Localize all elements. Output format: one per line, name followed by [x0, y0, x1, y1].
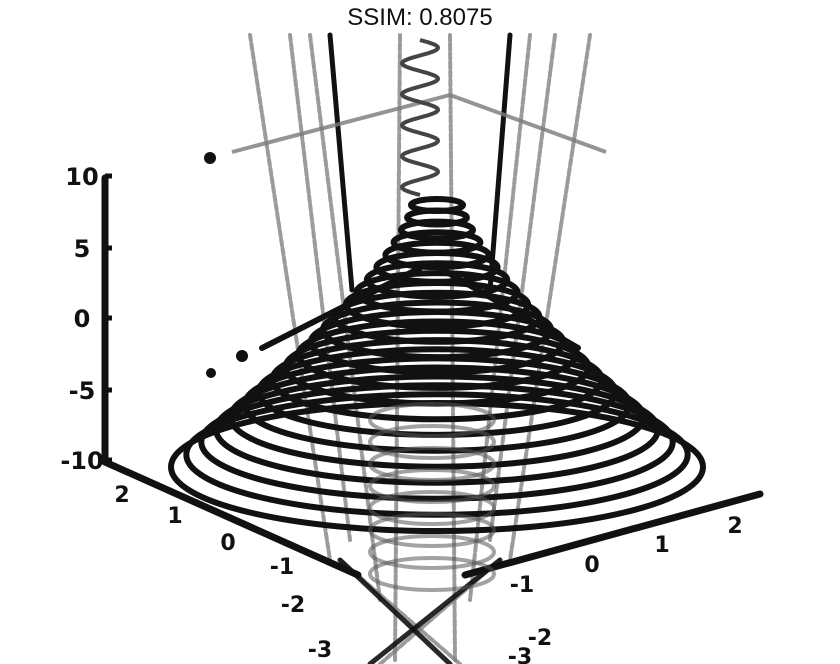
- inner-coil-turn: [368, 468, 496, 504]
- ghost-line: [488, 33, 557, 542]
- z-tick-label: -10: [60, 447, 103, 475]
- x-axis: [101, 458, 362, 579]
- spiral-series: [168, 38, 706, 592]
- cross-line: [449, 93, 607, 154]
- y-tick-label: -3: [508, 645, 532, 664]
- y-tick-label: 0: [584, 553, 599, 578]
- x-tick-label: 2: [114, 483, 129, 508]
- y-tick-label: -1: [510, 573, 534, 598]
- inner-coil-turn: [368, 424, 496, 460]
- guide-line: [327, 32, 355, 293]
- z-tick-label: 5: [74, 235, 91, 263]
- inner-coil-turn: [368, 446, 496, 482]
- inner-coil-turn: [368, 402, 496, 438]
- stray-mark: [236, 350, 248, 362]
- cross-line: [231, 93, 451, 154]
- spiral-turn: [398, 218, 476, 242]
- y-tick-label: 1: [654, 533, 669, 558]
- y-tick-label: 2: [727, 514, 742, 539]
- x-tick-label: -3: [308, 638, 332, 663]
- guide-line: [487, 32, 513, 293]
- x-tick-label: -1: [270, 555, 294, 580]
- stray-mark: [204, 152, 216, 164]
- stray-mark: [206, 368, 216, 378]
- z-tick-label: 0: [74, 305, 91, 333]
- y-axis: [461, 490, 764, 579]
- inner-coil-turn: [368, 534, 496, 570]
- spiral-turn: [198, 382, 676, 502]
- x-tick-label: 1: [167, 504, 182, 529]
- x-tick-label: 0: [220, 531, 235, 556]
- inner-coil-turn: [368, 512, 496, 548]
- x-tick-label: -2: [281, 593, 305, 618]
- ghost-line: [508, 33, 592, 562]
- y-tick-label: -2: [528, 626, 552, 651]
- spiral-turn: [382, 239, 492, 271]
- inner-coil-turn: [368, 556, 496, 592]
- chart-title: SSIM: 0.8075: [347, 4, 493, 31]
- guide-line: [367, 557, 503, 664]
- ghost-line: [288, 33, 352, 542]
- inner-coil-turn: [368, 490, 496, 526]
- spiral-top-coil: [399, 38, 441, 197]
- z-tick-label: -5: [69, 377, 96, 405]
- z-tick-label: 10: [65, 163, 98, 191]
